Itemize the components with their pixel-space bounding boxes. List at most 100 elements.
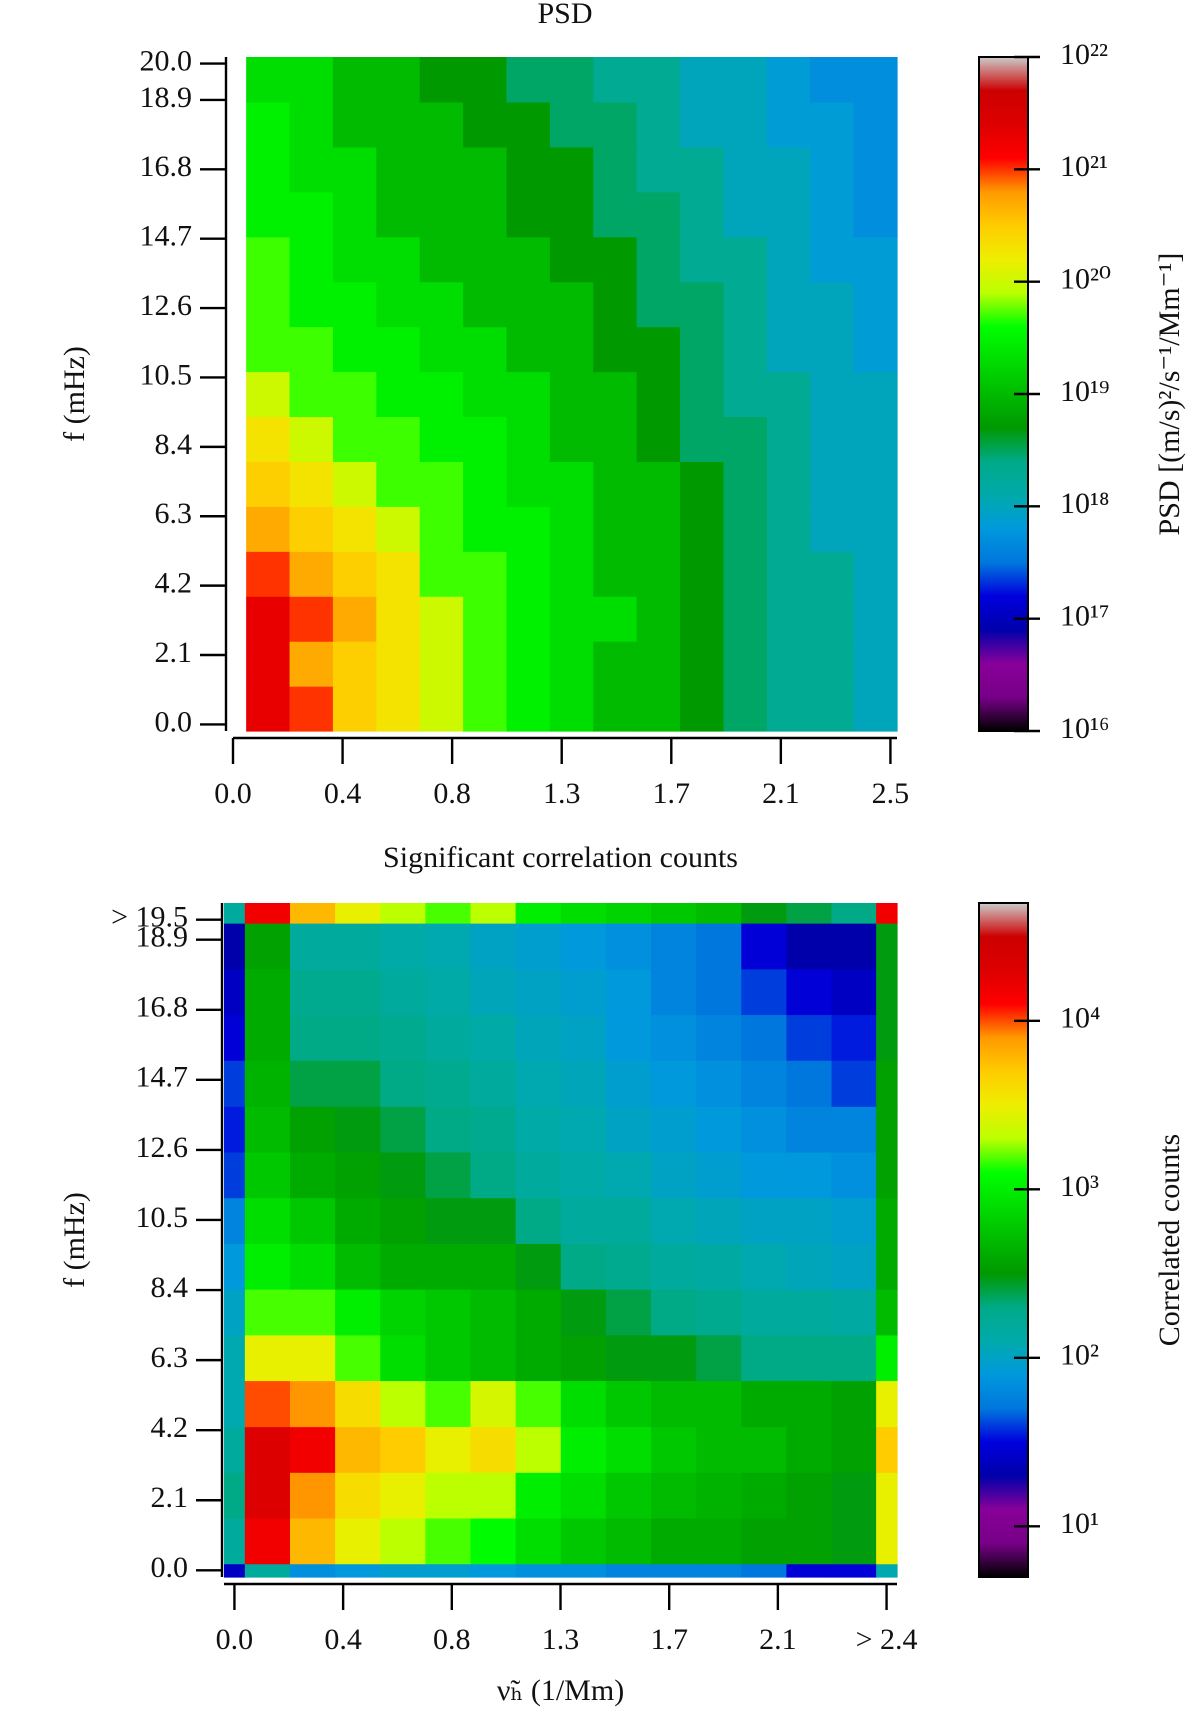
- heatmap-cell: [786, 1197, 833, 1244]
- heatmap-cell: [605, 1151, 652, 1199]
- heatmap-cell: [335, 1151, 381, 1199]
- heatmap-cell: [810, 371, 855, 418]
- heatmap-cell: [289, 641, 334, 687]
- heatmap-cell: [224, 1106, 246, 1153]
- heatmap-cell: [289, 191, 334, 238]
- heatmap-cell: [244, 1243, 291, 1290]
- heatmap-cell: [224, 1426, 246, 1473]
- heatmap-cell: [332, 326, 377, 373]
- heatmap-cell: [636, 146, 681, 193]
- heatmap-cell: [332, 281, 377, 328]
- heatmap-cell: [425, 1243, 472, 1290]
- heatmap-cell: [651, 1289, 697, 1336]
- colorbar-label: PSD [(m/s)²/s⁻¹/Mm⁻¹]: [1153, 253, 1186, 536]
- chart-title: Significant correlation counts: [383, 841, 738, 874]
- heatmap-cell: [651, 1014, 697, 1061]
- y-tick-label: 0.0: [155, 705, 193, 738]
- heatmap-cell: [853, 236, 898, 283]
- heatmap-cell: [651, 1334, 697, 1382]
- heatmap-cell: [515, 1197, 562, 1244]
- heatmap-cell: [335, 968, 381, 1016]
- heatmap-cell: [246, 146, 291, 193]
- heatmap-cell: [380, 1151, 426, 1199]
- heatmap-cell: [853, 686, 898, 732]
- heatmap-cell: [289, 1380, 336, 1428]
- heatmap-cell: [425, 903, 472, 924]
- heatmap-cell: [680, 641, 725, 687]
- heatmap-cell: [853, 101, 898, 148]
- heatmap-cell: [335, 923, 381, 970]
- heatmap-cell: [853, 371, 898, 418]
- heatmap-cell: [876, 923, 898, 970]
- heatmap-cell: [289, 968, 336, 1016]
- heatmap-cell: [549, 551, 594, 597]
- heatmap-cell: [560, 1151, 607, 1199]
- heatmap-cell: [831, 1197, 877, 1244]
- heatmap-cell: [831, 1243, 877, 1290]
- y-tick-label: 14.7: [140, 220, 193, 253]
- heatmap-cell: [425, 1334, 472, 1382]
- heatmap-cell: [289, 1334, 336, 1382]
- heatmap-cell: [593, 236, 638, 283]
- panel: 0.0 2.1 4.2 6.3 8.4 10.5 12.6 14.7 16.8 18.9> 19.…: [58, 841, 1186, 1707]
- heatmap-cell: [605, 1380, 652, 1428]
- heatmap-cell: [244, 1151, 291, 1199]
- y-tick-label: 14.7: [136, 1061, 189, 1094]
- heatmap-cell: [831, 1563, 877, 1578]
- heatmap-cell: [380, 1380, 426, 1428]
- heatmap-cell: [723, 551, 768, 597]
- heatmap-cell: [376, 416, 421, 462]
- y-tick-label: 20.0: [140, 44, 193, 77]
- heatmap-cell: [515, 1060, 562, 1107]
- heatmap-cell: [419, 596, 464, 642]
- heatmap-cell: [680, 461, 725, 507]
- heatmap-cell: [515, 1563, 562, 1578]
- heatmap-cell: [376, 461, 421, 507]
- heatmap-cell: [680, 57, 725, 103]
- heatmap-cell: [651, 968, 697, 1016]
- heatmap-cell: [786, 1106, 833, 1153]
- heatmap-cell: [515, 1334, 562, 1382]
- heatmap-cell: [549, 641, 594, 687]
- heatmap-cell: [831, 1472, 877, 1519]
- heatmap-cell: [246, 281, 291, 328]
- heatmap-cell: [425, 1289, 472, 1336]
- heatmap-cell: [332, 596, 377, 642]
- heatmap-cell: [463, 506, 508, 552]
- heatmap-cell: [419, 146, 464, 193]
- heatmap-cell: [224, 1197, 246, 1244]
- heatmap-cell: [289, 1014, 336, 1061]
- heatmap-cell: [224, 1151, 246, 1199]
- heatmap-cell: [741, 1014, 787, 1061]
- heatmap-cell: [723, 236, 768, 283]
- x-tick-label: > 2.4: [856, 1623, 918, 1656]
- heatmap-cell: [636, 371, 681, 418]
- heatmap-cell: [786, 1380, 833, 1428]
- heatmap-cell: [470, 1334, 517, 1382]
- heatmap-cell: [831, 903, 877, 924]
- heatmap-cell: [636, 236, 681, 283]
- heatmap-cell: [515, 1380, 562, 1428]
- heatmap-cell: [651, 1197, 697, 1244]
- heatmap-cell: [831, 1106, 877, 1153]
- heatmap-cell: [224, 968, 246, 1016]
- heatmap-cell: [831, 1426, 877, 1473]
- heatmap-cell: [506, 416, 551, 462]
- heatmap-cell: [786, 968, 833, 1016]
- heatmap-cell: [876, 1426, 898, 1473]
- y-tick-label: 10.5: [140, 358, 193, 391]
- heatmap-cell: [560, 1197, 607, 1244]
- heatmap-cell: [786, 1060, 833, 1107]
- heatmap-cell: [696, 1151, 742, 1199]
- heatmap-cell: [506, 596, 551, 642]
- heatmap-cell: [289, 923, 336, 970]
- heatmap-cell: [723, 57, 768, 103]
- heatmap-cell: [723, 371, 768, 418]
- heatmap-cell: [470, 1289, 517, 1336]
- heatmap-cell: [876, 1517, 898, 1565]
- heatmap-cell: [470, 968, 517, 1016]
- heatmap-cell: [560, 1426, 607, 1473]
- heatmap-cell: [876, 903, 898, 924]
- panel: 0.0 2.1 4.2 6.3 8.4 10.5 12.6 14.7 16.8 18.9 20.0 0…: [58, 0, 1186, 810]
